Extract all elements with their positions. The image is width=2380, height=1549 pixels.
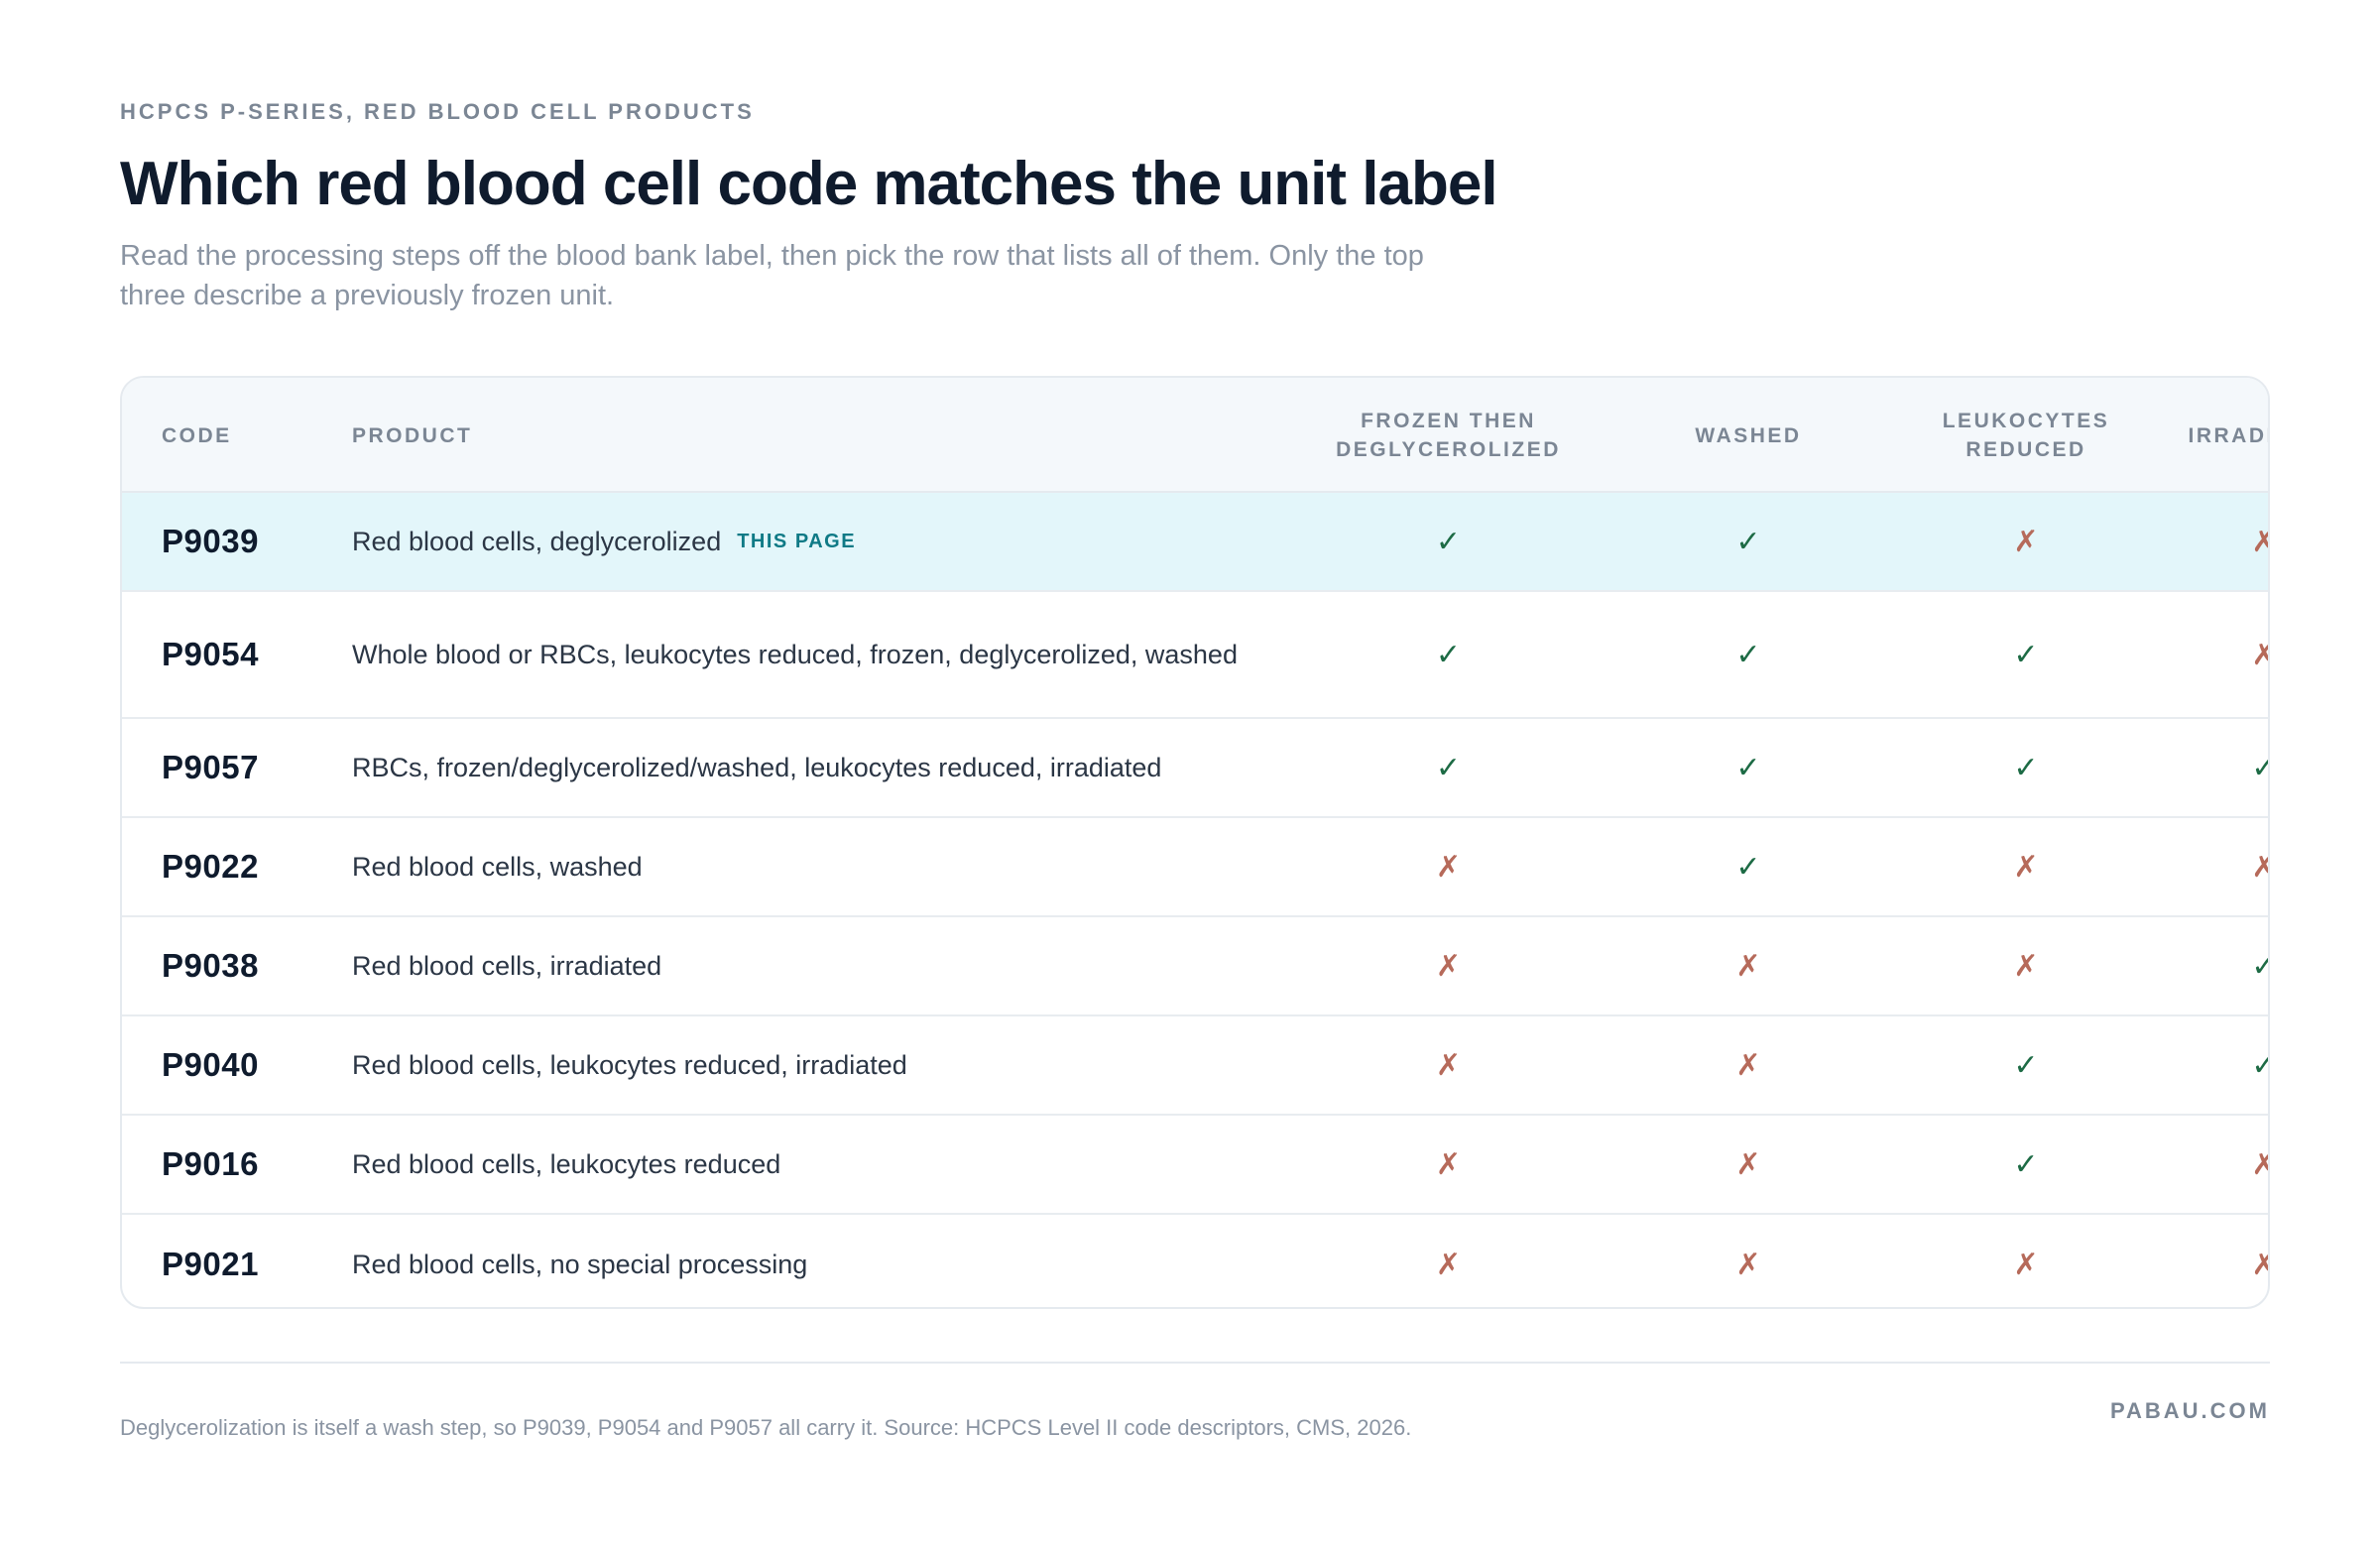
cross-icon-washed: ✗ bbox=[1735, 949, 1761, 983]
column-header-irradiated: IRRADIATED bbox=[2188, 423, 2268, 447]
codes-table: CODE PRODUCT FROZEN THEN DEGLYCEROLIZED … bbox=[120, 376, 2270, 1309]
cross-icon-irradiated: ✗ bbox=[2155, 818, 2268, 915]
cross-icon-irradiated: ✗ bbox=[2155, 1116, 2268, 1213]
row-code: P9054 bbox=[162, 636, 259, 672]
check-icon-leukocytes: ✓ bbox=[2013, 751, 2039, 784]
row-product-cell: RBCs, frozen/deglycerolized/washed, leuk… bbox=[352, 719, 1294, 816]
column-header-frozen: FROZEN THEN DEGLYCEROLIZED bbox=[1336, 410, 1561, 461]
column-header-washed: WASHED bbox=[1695, 423, 1802, 447]
cross-icon-leukocytes: ✗ bbox=[2013, 1248, 2039, 1281]
row-product: Whole blood or RBCs, leukocytes reduced,… bbox=[352, 639, 1238, 669]
table-header: CODE PRODUCT FROZEN THEN DEGLYCEROLIZED … bbox=[122, 378, 2268, 493]
eyebrow: HCPCS P-SERIES, RED BLOOD CELL PRODUCTS bbox=[120, 99, 755, 124]
page-title: Which red blood cell code matches the un… bbox=[120, 150, 1498, 218]
row-product: Red blood cells, no special processing bbox=[352, 1249, 808, 1279]
check-icon-leukocytes: ✓ bbox=[2013, 1048, 2039, 1082]
row-product: RBCs, frozen/deglycerolized/washed, leuk… bbox=[352, 752, 1162, 782]
row-product-cell: Whole blood or RBCs, leukocytes reduced,… bbox=[352, 592, 1294, 717]
row-code: P9039 bbox=[162, 523, 259, 559]
check-icon-washed: ✓ bbox=[1735, 850, 1761, 884]
check-icon-frozen: ✓ bbox=[1435, 638, 1462, 671]
cross-icon-frozen: ✗ bbox=[1435, 1048, 1462, 1082]
table-row: P9022 Red blood cells, washed ✗ ✓ ✗ ✗ bbox=[122, 818, 2268, 917]
cross-icon-leukocytes: ✗ bbox=[2013, 949, 2039, 983]
cross-icon-frozen: ✗ bbox=[1435, 1147, 1462, 1181]
table-row: P9040 Red blood cells, leukocytes reduced… bbox=[122, 1016, 2268, 1116]
cross-icon-leukocytes: ✗ bbox=[2013, 850, 2039, 884]
row-code: P9016 bbox=[162, 1145, 259, 1182]
check-icon-washed: ✓ bbox=[1735, 751, 1761, 784]
check-icon-washed: ✓ bbox=[1735, 638, 1761, 671]
column-header-leukocytes: LEUKOCYTES REDUCED bbox=[1942, 410, 2110, 461]
row-product: Red blood cells, washed bbox=[352, 851, 643, 882]
cross-icon-frozen: ✗ bbox=[1435, 850, 1462, 884]
check-icon-irradiated: ✓ bbox=[2155, 1016, 2268, 1114]
check-icon-irradiated: ✓ bbox=[2155, 917, 2268, 1014]
row-code: P9038 bbox=[162, 947, 259, 984]
table-row: P9021 Red blood cells, no special process… bbox=[122, 1215, 2268, 1307]
row-product-cell: Red blood cells, leukocytes reduced, irr… bbox=[352, 1016, 1294, 1114]
cross-icon-washed: ✗ bbox=[1735, 1048, 1761, 1082]
table-row: P9054 Whole blood or RBCs, leukocytes red… bbox=[122, 592, 2268, 719]
check-icon-washed: ✓ bbox=[1735, 525, 1761, 558]
row-code: P9021 bbox=[162, 1246, 259, 1282]
check-icon-irradiated: ✓ bbox=[2155, 719, 2268, 816]
cross-icon-irradiated: ✗ bbox=[2155, 1215, 2268, 1307]
cross-icon-irradiated: ✗ bbox=[2155, 493, 2268, 590]
row-product: Red blood cells, leukocytes reduced, irr… bbox=[352, 1049, 907, 1080]
cross-icon-leukocytes: ✗ bbox=[2013, 525, 2039, 558]
column-header-code: CODE bbox=[162, 423, 232, 447]
footnote: Deglycerolization is itself a wash step,… bbox=[120, 1415, 1412, 1440]
row-code: P9057 bbox=[162, 749, 259, 785]
row-product: Red blood cells, irradiated bbox=[352, 950, 662, 981]
column-header-product: PRODUCT bbox=[352, 423, 473, 447]
check-icon-leukocytes: ✓ bbox=[2013, 638, 2039, 671]
brand-logo: PABAU.COM bbox=[2109, 1398, 2270, 1423]
row-code: P9040 bbox=[162, 1046, 259, 1083]
table-row: P9038 Red blood cells, irradiated ✗ ✗ ✗ ✓ bbox=[122, 917, 2268, 1016]
row-product-cell: Red blood cells, no special processing bbox=[352, 1215, 1294, 1307]
cross-icon-washed: ✗ bbox=[1735, 1248, 1761, 1281]
this-page-badge: THIS PAGE bbox=[737, 530, 857, 552]
table-row: P9039 Red blood cells, deglycerolized THIS… bbox=[122, 493, 2268, 592]
row-product-cell: Red blood cells, leukocytes reduced bbox=[352, 1116, 1294, 1213]
row-product-cell: Red blood cells, deglycerolized THIS PAGE bbox=[352, 493, 1294, 590]
cross-icon-irradiated: ✗ bbox=[2155, 592, 2268, 717]
table-row: P9057 RBCs, frozen/deglycerolized/washed,… bbox=[122, 719, 2268, 818]
check-icon-frozen: ✓ bbox=[1435, 525, 1462, 558]
row-product-cell: Red blood cells, washed bbox=[352, 818, 1294, 915]
cross-icon-frozen: ✗ bbox=[1435, 949, 1462, 983]
check-icon-leukocytes: ✓ bbox=[2013, 1147, 2039, 1181]
row-code: P9022 bbox=[162, 848, 259, 885]
row-product-cell: Red blood cells, irradiated bbox=[352, 917, 1294, 1014]
cross-icon-frozen: ✗ bbox=[1435, 1248, 1462, 1281]
cross-icon-washed: ✗ bbox=[1735, 1147, 1761, 1181]
footer-divider bbox=[120, 1362, 2270, 1364]
table-row: P9016 Red blood cells, leukocytes reduced… bbox=[122, 1116, 2268, 1215]
row-product: Red blood cells, leukocytes reduced bbox=[352, 1148, 781, 1179]
page-subtitle: Read the processing steps off the blood … bbox=[120, 240, 1424, 311]
row-product: Red blood cells, deglycerolized bbox=[352, 526, 722, 556]
check-icon-frozen: ✓ bbox=[1435, 751, 1462, 784]
